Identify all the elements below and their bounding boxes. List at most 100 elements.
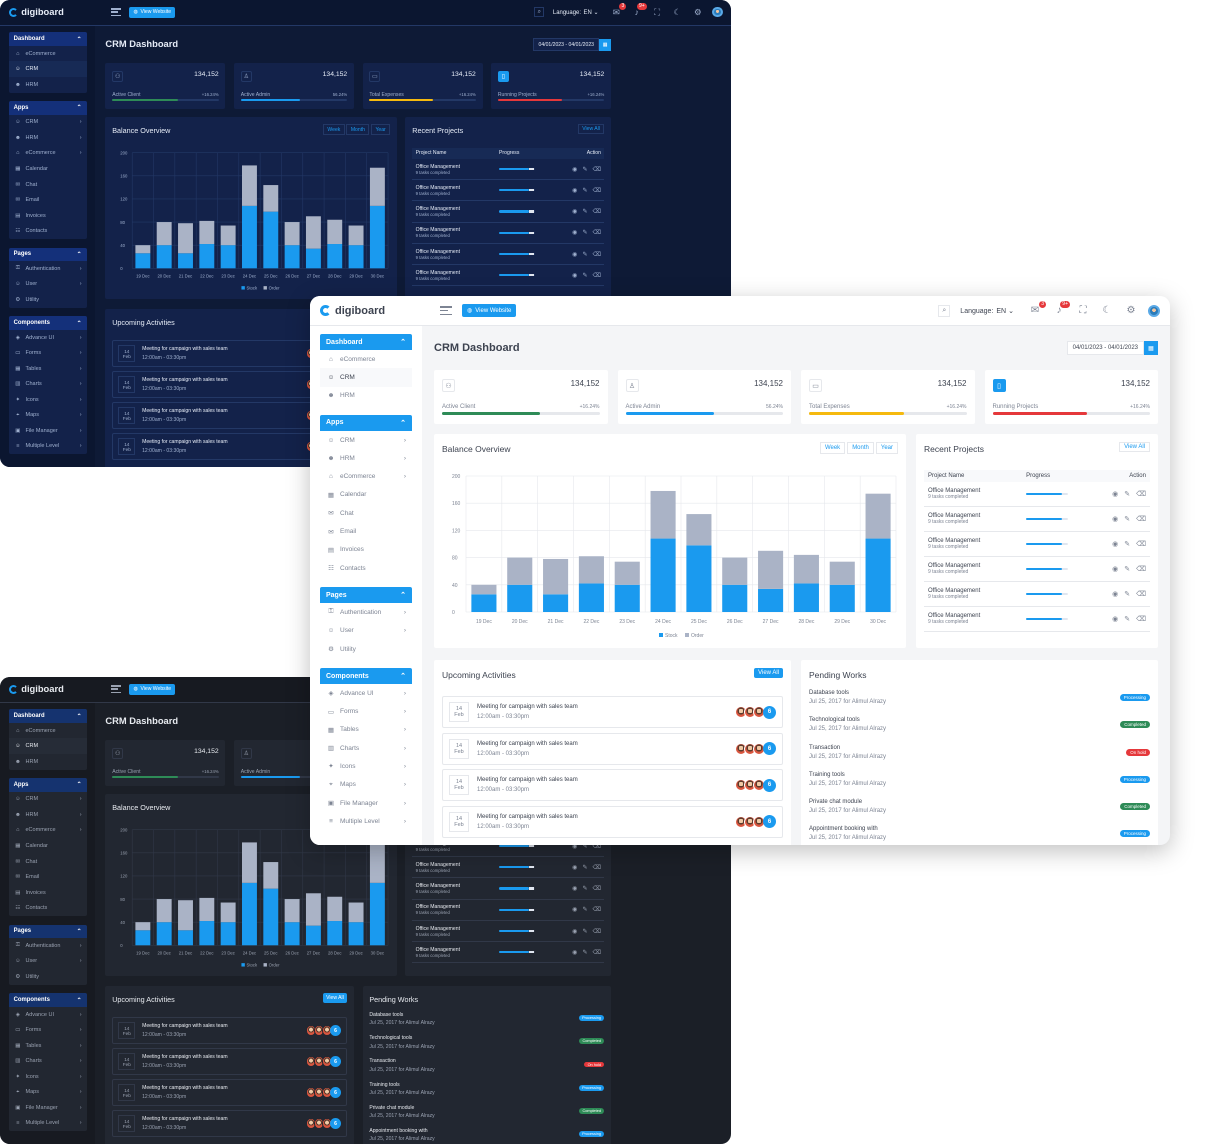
sidebar-item-charts[interactable]: ▥ Charts › xyxy=(320,739,412,757)
bar-stock[interactable] xyxy=(285,245,300,269)
bar-stock[interactable] xyxy=(370,883,386,946)
edit-icon[interactable]: ✎ xyxy=(582,907,588,914)
trash-icon[interactable]: ⌫ xyxy=(592,166,601,173)
sidebar-item-hrm[interactable]: ☻ HRM xyxy=(9,754,87,770)
menu-toggle-icon[interactable] xyxy=(110,685,121,694)
trash-icon[interactable]: ⌫ xyxy=(592,843,601,850)
trash-icon[interactable]: ⌫ xyxy=(592,928,601,935)
theme-toggle-icon[interactable]: ☾ xyxy=(1100,304,1114,318)
date-range-picker[interactable]: 04/01/2023 - 04/01/2023 ▦ xyxy=(1066,341,1158,355)
sidebar-item-ecommerce[interactable]: ⌂ eCommerce xyxy=(9,46,87,62)
eye-icon[interactable]: ◉ xyxy=(572,949,578,956)
sidebar-item-crm[interactable]: ☺ CRM xyxy=(8,738,87,754)
fullscreen-icon[interactable]: ⛶ xyxy=(1076,304,1090,318)
edit-icon[interactable]: ✎ xyxy=(1124,491,1131,498)
sidebar-item-calendar[interactable]: ▦ Calendar xyxy=(320,486,412,504)
pending-item[interactable]: Appointment booking with Jul 25, 2017 for… xyxy=(809,826,1150,845)
sidebar-item-tables[interactable]: ▦ Tables › xyxy=(9,1038,87,1054)
bar-order[interactable] xyxy=(285,222,300,246)
sidebar-item-contacts[interactable]: ☷ Contacts xyxy=(9,223,87,239)
sidebar-item-user[interactable]: ☺ User › xyxy=(9,954,87,970)
view-website-button[interactable]: ◍ View Website xyxy=(129,6,176,18)
sidebar-item-icons[interactable]: ✦ Icons › xyxy=(320,757,412,775)
pending-item[interactable]: Database tools Jul 25, 2017 for Alimul Al… xyxy=(809,690,1150,717)
sidebar-item-chat[interactable]: ✉ Chat xyxy=(9,854,87,870)
bar-order[interactable] xyxy=(650,490,676,539)
user-avatar[interactable] xyxy=(712,7,723,18)
trash-icon[interactable]: ⌫ xyxy=(592,187,601,194)
bar-order[interactable] xyxy=(722,557,748,585)
sidebar-item-crm[interactable]: ☺ CRM xyxy=(8,61,87,77)
bar-stock[interactable] xyxy=(829,584,855,612)
pending-item[interactable]: Private chat module Jul 25, 2017 for Alim… xyxy=(809,799,1150,826)
eye-icon[interactable]: ◉ xyxy=(572,230,578,237)
sidebar-item-crm[interactable]: ☺ CRM xyxy=(320,368,412,387)
sidebar-item-invoices[interactable]: ▤ Invoices xyxy=(320,541,412,559)
bar-stock[interactable] xyxy=(543,594,569,612)
sidebar-item-multiple-level[interactable]: ≡ Multiple Level › xyxy=(9,439,87,455)
eye-icon[interactable]: ◉ xyxy=(572,907,578,914)
sidebar-item-maps[interactable]: ⌖ Maps › xyxy=(9,408,87,424)
sidebar-item-hrm[interactable]: ☻ HRM › xyxy=(9,807,87,823)
sidebar-item-invoices[interactable]: ▤ Invoices xyxy=(9,208,87,224)
edit-icon[interactable]: ✎ xyxy=(582,187,588,194)
bar-order[interactable] xyxy=(370,845,386,884)
eye-icon[interactable]: ◉ xyxy=(572,272,578,279)
sidebar-item-ecommerce[interactable]: ⌂ eCommerce xyxy=(320,350,412,368)
sidebar-header-dashboard[interactable]: Dashboard ⌃ xyxy=(320,334,412,350)
bar-stock[interactable] xyxy=(135,253,151,269)
sidebar-item-ecommerce[interactable]: ⌂ eCommerce › xyxy=(320,467,412,485)
eye-icon[interactable]: ◉ xyxy=(1112,541,1119,548)
bar-order[interactable] xyxy=(221,902,236,923)
bell-icon[interactable]: ♪9+ xyxy=(631,3,647,18)
trash-icon[interactable]: ⌫ xyxy=(592,864,601,871)
sidebar-item-contacts[interactable]: ☷ Contacts xyxy=(9,900,87,916)
bar-stock[interactable] xyxy=(199,244,215,269)
sidebar-item-file-manager[interactable]: ▣ File Manager › xyxy=(9,423,87,439)
chat-icon[interactable]: ✉3 xyxy=(610,3,627,18)
bar-order[interactable] xyxy=(327,220,343,245)
chat-icon[interactable]: ✉3 xyxy=(1028,300,1046,318)
bar-order[interactable] xyxy=(221,225,236,246)
sidebar-item-contacts[interactable]: ☷ Contacts xyxy=(320,559,412,577)
bar-stock[interactable] xyxy=(686,545,712,612)
activity-item[interactable]: 14 Feb Meeting for campaign with sales tea… xyxy=(442,732,783,765)
sidebar-item-ecommerce[interactable]: ⌂ eCommerce xyxy=(9,723,87,739)
trash-icon[interactable]: ⌫ xyxy=(592,209,601,216)
bar-stock[interactable] xyxy=(471,594,497,612)
bar-order[interactable] xyxy=(157,222,173,246)
bar-stock[interactable] xyxy=(578,583,604,612)
bar-stock[interactable] xyxy=(285,922,300,946)
edit-icon[interactable]: ✎ xyxy=(1124,616,1131,623)
menu-toggle-icon[interactable] xyxy=(440,306,452,315)
bar-stock[interactable] xyxy=(865,538,891,612)
sidebar-item-utility[interactable]: ⚙ Utility xyxy=(9,292,87,308)
tab-month[interactable]: Month xyxy=(346,124,370,136)
pending-item[interactable]: Appointment booking with Jul 25, 2017 for… xyxy=(369,1128,605,1144)
trash-icon[interactable]: ⌫ xyxy=(592,272,601,279)
view-website-button[interactable]: ◍ View Website xyxy=(462,304,517,317)
edit-icon[interactable]: ✎ xyxy=(582,272,588,279)
bar-stock[interactable] xyxy=(614,584,640,612)
eye-icon[interactable]: ◉ xyxy=(572,166,578,173)
sidebar-item-authentication[interactable]: ⚿ Authentication › xyxy=(320,603,412,621)
activity-item[interactable]: 14 Feb Meeting for campaign with sales tea… xyxy=(442,696,783,728)
sidebar-item-advance-ui[interactable]: ◈ Advance UI › xyxy=(320,684,412,702)
view-all-activities-button[interactable]: View All xyxy=(322,993,348,1003)
sidebar-header-apps[interactable]: Apps ⌃ xyxy=(8,101,87,115)
bar-order[interactable] xyxy=(543,558,569,595)
trash-icon[interactable]: ⌫ xyxy=(1136,566,1146,573)
trash-icon[interactable]: ⌫ xyxy=(1136,516,1146,523)
bar-order[interactable] xyxy=(306,216,322,249)
edit-icon[interactable]: ✎ xyxy=(1124,566,1131,573)
bar-order[interactable] xyxy=(578,556,604,584)
bar-stock[interactable] xyxy=(263,211,279,269)
sidebar-item-hrm[interactable]: ☻ HRM xyxy=(320,387,412,405)
sidebar-item-tables[interactable]: ▦ Tables › xyxy=(320,721,412,739)
bar-order[interactable] xyxy=(327,897,343,922)
sidebar-item-advance-ui[interactable]: ◈ Advance UI › xyxy=(9,330,87,346)
edit-icon[interactable]: ✎ xyxy=(582,886,588,893)
